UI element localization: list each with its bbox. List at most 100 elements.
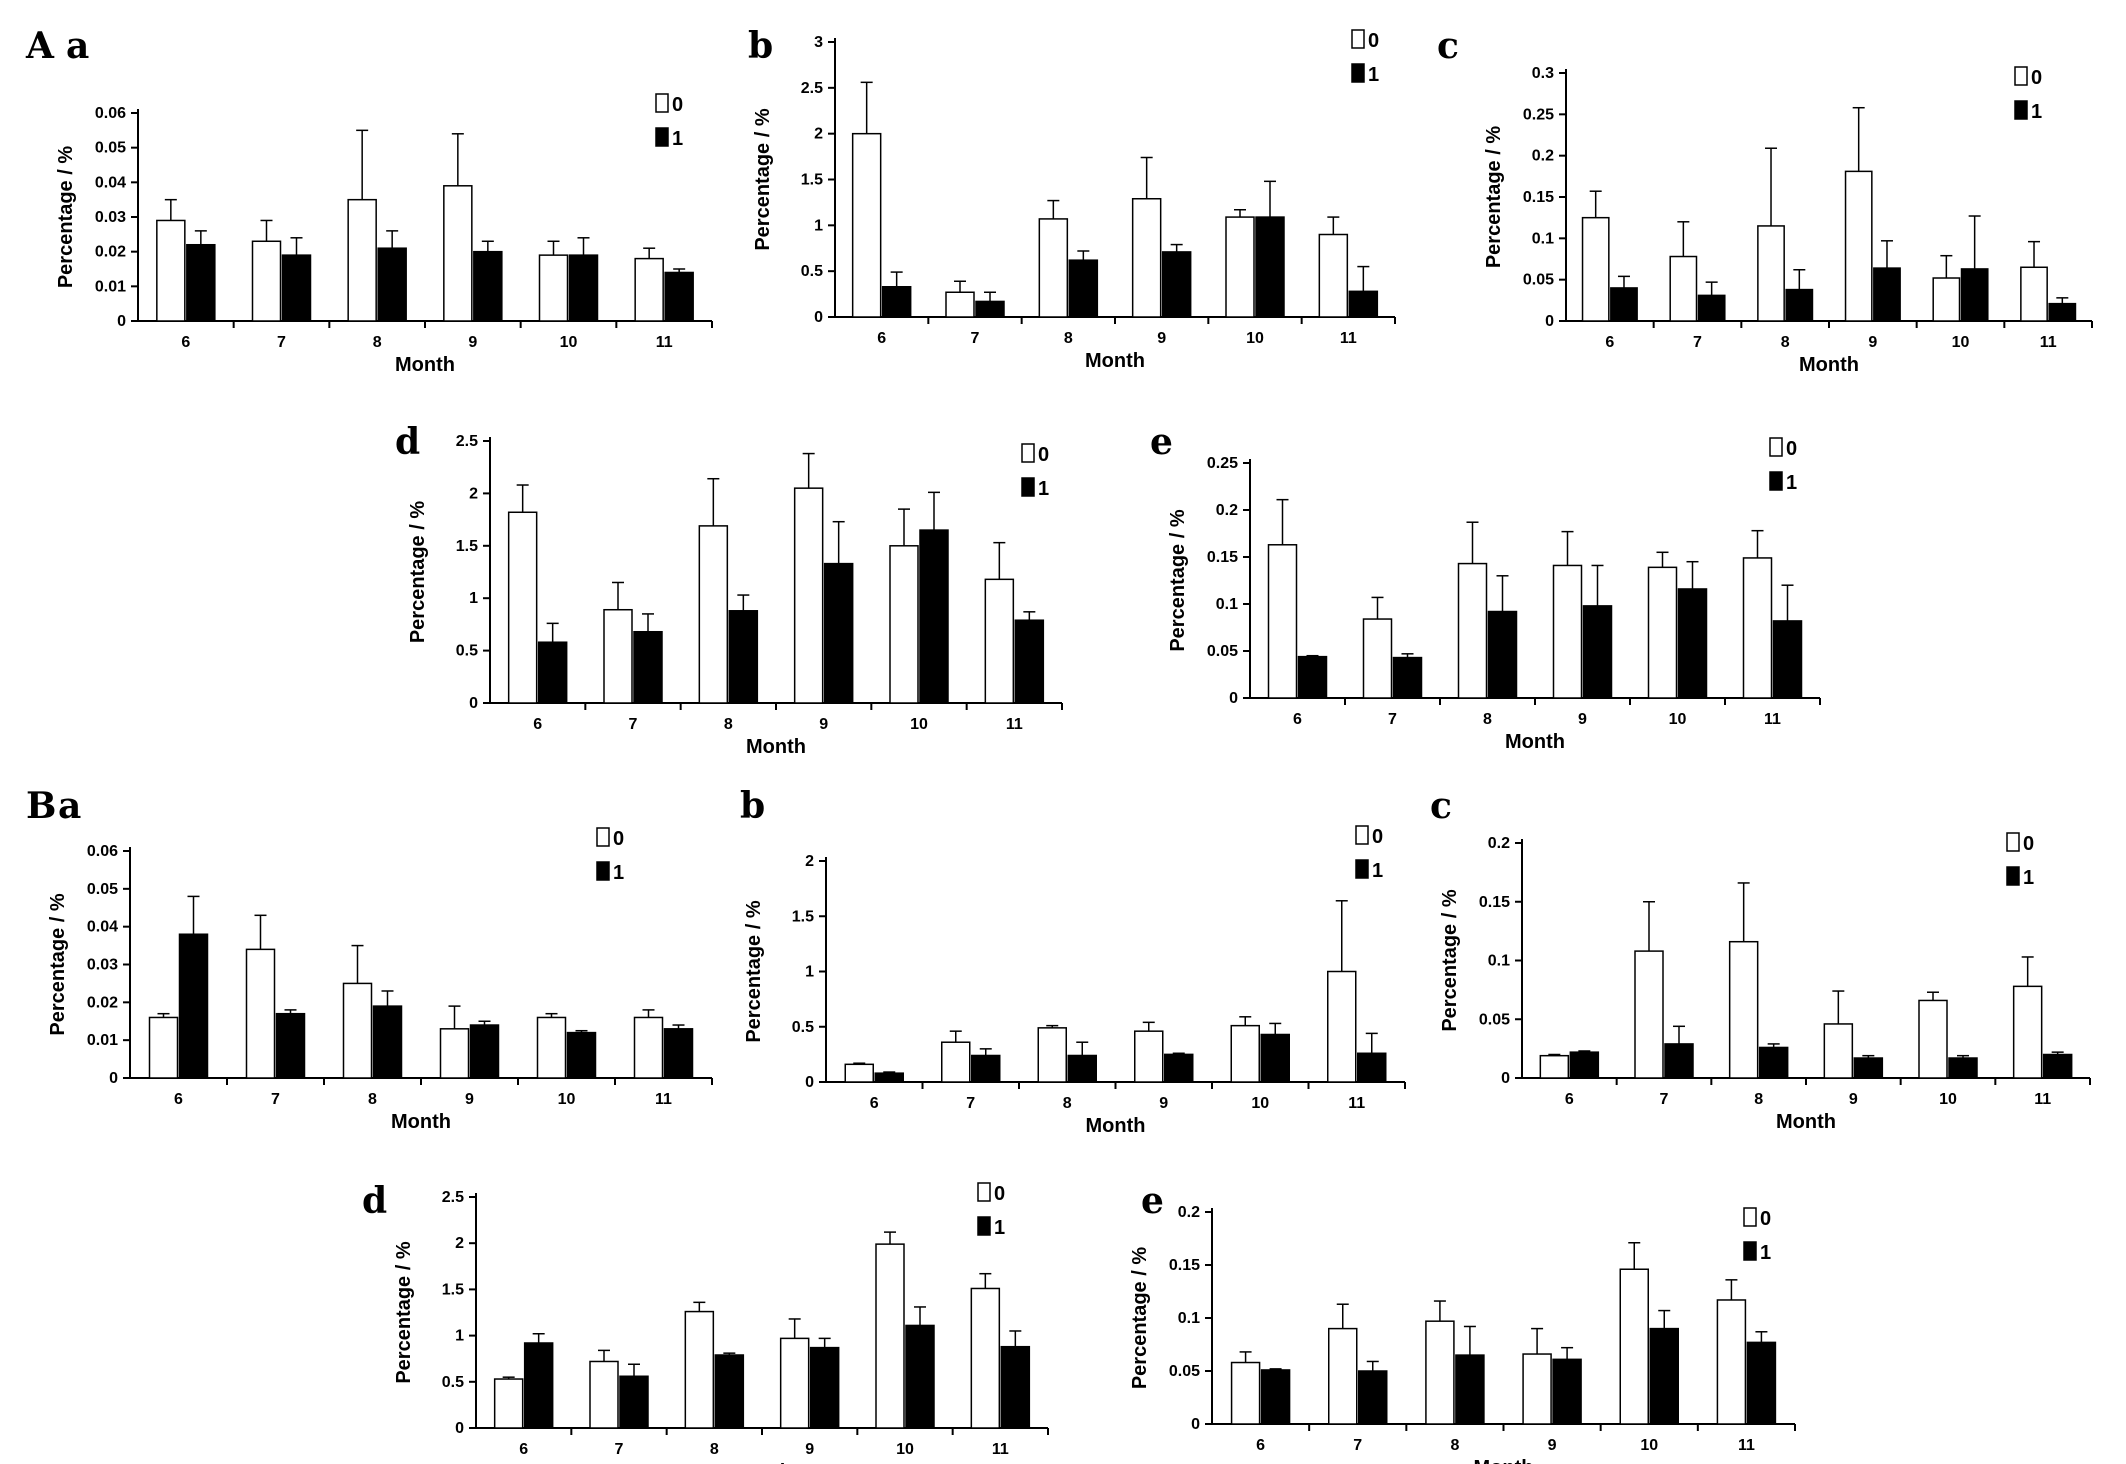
bar-series-0 — [493, 1378, 524, 1429]
y-tick-label: 0.1 — [1216, 596, 1238, 613]
bar-series-0 — [1131, 198, 1162, 318]
bar-series-0 — [1522, 1353, 1552, 1425]
x-tick-label: 6 — [181, 334, 190, 351]
chart-A-c: c00.050.10.150.20.250.36 7 8 9 10 11MonthPerc… — [1437, 25, 2093, 376]
bar-series-0 — [1634, 950, 1664, 1079]
y-tick-label: 1 — [469, 590, 478, 607]
legend-label: 0 — [1760, 1208, 1771, 1230]
y-tick-label: 3 — [814, 34, 823, 51]
x-axis-title: Month — [746, 736, 806, 758]
legend-label: 1 — [613, 862, 624, 884]
bar-series-0 — [439, 1028, 470, 1079]
legend: 01 — [1021, 443, 1049, 500]
panel-letter: d — [362, 1180, 387, 1222]
y-tick-label: 2.5 — [442, 1189, 464, 1206]
x-axis-title: Month — [1776, 1111, 1836, 1133]
y-tick-label: 2 — [805, 853, 814, 870]
y-tick-label: 0.05 — [1207, 643, 1238, 660]
legend-swatch-0 — [655, 93, 669, 113]
x-tick-label: 9 — [468, 334, 477, 351]
x-tick-label: 8 — [368, 1091, 377, 1108]
y-axis-title: Percentage / % — [752, 108, 774, 251]
bar-series-0 — [1457, 562, 1488, 699]
y-tick-label: 0 — [1545, 313, 1554, 330]
legend-swatch-0 — [1021, 443, 1035, 463]
y-tick-label: 0.06 — [95, 105, 126, 122]
bar-series-1 — [1610, 287, 1638, 322]
y-axis-title: Percentage / % — [1483, 126, 1505, 269]
legend-swatch-0 — [2006, 832, 2020, 852]
bar-series-0 — [684, 1310, 715, 1429]
x-tick-label: 6 — [1565, 1091, 1574, 1108]
y-tick-label: 0.5 — [456, 643, 478, 660]
bar-series-1 — [663, 1028, 694, 1079]
y-tick-label: 2.5 — [801, 80, 823, 97]
x-tick-label: 7 — [629, 716, 638, 733]
y-tick-label: 0.05 — [1479, 1011, 1510, 1028]
bar-series-0 — [1225, 216, 1255, 318]
chart-B-c: c00.050.10.150.26 7 8 9 10 11MonthPercentage … — [1430, 785, 2091, 1133]
x-axis-title: Month — [395, 354, 455, 376]
bar-series-0 — [251, 240, 282, 322]
x-tick-label: 10 — [896, 1441, 914, 1458]
x-tick-label: 10 — [1669, 711, 1687, 728]
legend-label: 1 — [1368, 64, 1379, 86]
bar-series-1 — [1358, 1370, 1388, 1425]
bar-series-0 — [1328, 1327, 1358, 1425]
x-tick-label: 11 — [2034, 1091, 2051, 1108]
y-tick-label: 0.1 — [1488, 953, 1510, 970]
legend-swatch-0 — [1743, 1207, 1757, 1227]
bar-series-0 — [1267, 544, 1298, 699]
y-axis-title: Percentage / % — [1167, 509, 1189, 652]
bar-series-0 — [875, 1243, 905, 1429]
bar-series-1 — [728, 610, 759, 704]
y-axis-title: Percentage / % — [743, 900, 765, 1043]
bar-series-0 — [984, 578, 1015, 704]
x-axis-title: Month — [1474, 1457, 1534, 1464]
bar-series-1 — [1758, 1046, 1789, 1079]
y-tick-label: 0.01 — [87, 1032, 118, 1049]
y-tick-label: 0.2 — [1532, 148, 1554, 165]
x-tick-label: 11 — [1348, 1095, 1365, 1112]
x-tick-label: 6 — [533, 716, 542, 733]
bar-series-0 — [589, 1360, 619, 1429]
x-tick-label: 7 — [966, 1095, 975, 1112]
x-tick-label: 6 — [1605, 334, 1614, 351]
x-axis-title: Month — [732, 1461, 792, 1464]
y-tick-label: 0 — [1501, 1070, 1510, 1087]
bar-series-1 — [281, 254, 312, 322]
legend-label: 0 — [994, 1183, 1005, 1205]
y-tick-label: 0 — [455, 1420, 464, 1437]
y-tick-label: 0.3 — [1532, 65, 1554, 82]
bar-series-0 — [2020, 266, 2048, 322]
y-tick-label: 0 — [814, 309, 823, 326]
bar-series-1 — [1357, 1052, 1387, 1083]
x-tick-label: 6 — [519, 1441, 528, 1458]
legend-swatch-1 — [596, 861, 610, 881]
bar-series-1 — [874, 1072, 904, 1083]
legend-label: 1 — [672, 128, 683, 150]
bar-series-1 — [633, 630, 663, 704]
bar-series-1 — [537, 641, 568, 704]
x-tick-label: 10 — [1952, 334, 1970, 351]
legend: 01 — [655, 93, 683, 150]
y-tick-label: 0.25 — [1523, 106, 1554, 123]
y-tick-label: 0.03 — [87, 957, 118, 974]
bar-series-1 — [1948, 1057, 1978, 1079]
y-tick-label: 0.02 — [95, 244, 126, 261]
panel-letter: d — [395, 421, 420, 463]
legend-swatch-0 — [977, 1182, 991, 1202]
bar-series-0 — [1230, 1361, 1261, 1425]
chart-A-e: e00.050.10.150.20.256 7 8 9 10 11MonthPercent… — [1150, 421, 1821, 753]
x-tick-label: 10 — [1640, 1437, 1658, 1454]
x-tick-label: 9 — [819, 716, 828, 733]
x-tick-label: 10 — [560, 334, 578, 351]
legend-swatch-1 — [1351, 63, 1365, 83]
y-tick-label: 0.06 — [87, 843, 118, 860]
bar-series-0 — [1230, 1024, 1260, 1083]
y-tick-label: 1.5 — [456, 538, 478, 555]
bar-series-0 — [342, 982, 373, 1079]
y-tick-label: 2 — [814, 126, 823, 143]
legend-swatch-0 — [596, 827, 610, 847]
